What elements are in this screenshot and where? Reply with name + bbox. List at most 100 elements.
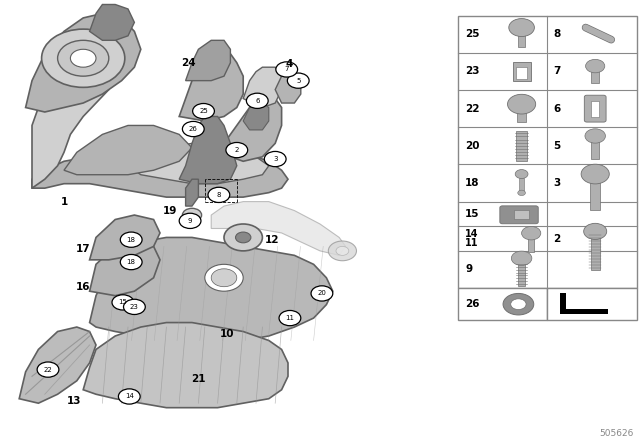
Text: 3: 3 xyxy=(554,178,561,188)
Text: 16: 16 xyxy=(76,282,90,292)
Circle shape xyxy=(586,59,605,73)
Text: 2: 2 xyxy=(235,147,239,153)
Circle shape xyxy=(287,73,309,88)
Text: 1: 1 xyxy=(60,197,68,207)
Text: 22: 22 xyxy=(44,366,52,373)
Text: 23: 23 xyxy=(130,304,139,310)
Polygon shape xyxy=(211,202,346,255)
Text: 9: 9 xyxy=(188,218,193,224)
Circle shape xyxy=(124,299,145,314)
FancyBboxPatch shape xyxy=(500,206,538,224)
Text: 18: 18 xyxy=(127,237,136,243)
Polygon shape xyxy=(128,143,269,184)
Text: 4: 4 xyxy=(285,59,293,69)
Text: 26: 26 xyxy=(465,299,480,309)
Text: 8: 8 xyxy=(554,29,561,39)
Text: 505626: 505626 xyxy=(599,429,634,438)
Circle shape xyxy=(112,295,134,310)
Circle shape xyxy=(511,299,526,310)
Polygon shape xyxy=(32,63,115,188)
Circle shape xyxy=(328,241,356,261)
Bar xyxy=(458,288,547,320)
Circle shape xyxy=(522,226,541,240)
Bar xyxy=(458,16,637,288)
Bar xyxy=(518,262,525,286)
Circle shape xyxy=(37,362,59,377)
Circle shape xyxy=(182,121,204,137)
Circle shape xyxy=(182,208,202,222)
Bar xyxy=(591,138,599,159)
Text: 18: 18 xyxy=(465,178,480,188)
Polygon shape xyxy=(90,215,160,260)
Polygon shape xyxy=(179,116,237,184)
Polygon shape xyxy=(90,237,333,345)
Text: 25: 25 xyxy=(199,108,208,114)
Text: 9: 9 xyxy=(465,264,472,275)
Polygon shape xyxy=(186,179,198,206)
Text: 8: 8 xyxy=(216,192,221,198)
Polygon shape xyxy=(19,327,96,403)
Text: 15: 15 xyxy=(465,209,480,219)
Circle shape xyxy=(236,232,251,243)
Bar xyxy=(560,309,608,314)
Bar xyxy=(590,178,600,210)
Bar xyxy=(518,34,525,47)
Bar xyxy=(514,210,529,219)
Polygon shape xyxy=(83,323,288,408)
Text: 21: 21 xyxy=(191,374,205,383)
Bar xyxy=(591,67,599,83)
Circle shape xyxy=(42,29,125,87)
Circle shape xyxy=(279,310,301,326)
Circle shape xyxy=(208,187,230,202)
Text: 19: 19 xyxy=(163,206,177,215)
Polygon shape xyxy=(243,103,269,130)
Text: 15: 15 xyxy=(118,299,127,306)
Text: 13: 13 xyxy=(67,396,81,406)
Text: 6: 6 xyxy=(554,103,561,114)
Circle shape xyxy=(58,40,109,76)
Text: 11: 11 xyxy=(465,238,479,249)
Polygon shape xyxy=(275,72,301,103)
Circle shape xyxy=(336,246,349,255)
Text: 26: 26 xyxy=(189,126,198,132)
Polygon shape xyxy=(224,99,282,161)
FancyBboxPatch shape xyxy=(584,95,606,122)
Text: 7: 7 xyxy=(284,66,289,73)
Text: 25: 25 xyxy=(465,29,480,39)
Circle shape xyxy=(584,223,607,239)
Circle shape xyxy=(585,129,605,143)
Polygon shape xyxy=(243,67,282,108)
Text: 6: 6 xyxy=(255,98,260,104)
Text: 7: 7 xyxy=(554,66,561,77)
Circle shape xyxy=(205,264,243,291)
Circle shape xyxy=(224,224,262,251)
Circle shape xyxy=(211,269,237,287)
Text: 14: 14 xyxy=(125,393,134,400)
Text: 20: 20 xyxy=(465,141,480,151)
Circle shape xyxy=(518,190,525,195)
Text: 23: 23 xyxy=(465,66,480,77)
Text: 20: 20 xyxy=(317,290,326,297)
Circle shape xyxy=(511,251,532,265)
Circle shape xyxy=(70,49,96,67)
Circle shape xyxy=(503,293,534,315)
Text: 2: 2 xyxy=(554,233,561,244)
Text: 5: 5 xyxy=(296,78,300,84)
Text: 5: 5 xyxy=(554,141,561,151)
Polygon shape xyxy=(179,54,243,121)
Circle shape xyxy=(276,62,298,77)
Bar xyxy=(528,234,534,252)
Polygon shape xyxy=(26,13,141,112)
Circle shape xyxy=(509,19,534,37)
Circle shape xyxy=(193,103,214,119)
Circle shape xyxy=(120,232,142,247)
Text: 3: 3 xyxy=(273,156,278,162)
Circle shape xyxy=(264,151,286,167)
Polygon shape xyxy=(90,4,134,40)
Bar xyxy=(591,234,600,270)
Bar xyxy=(516,67,527,79)
Circle shape xyxy=(311,286,333,301)
Circle shape xyxy=(179,213,201,228)
Text: 11: 11 xyxy=(285,315,294,321)
Text: 10: 10 xyxy=(220,329,234,339)
